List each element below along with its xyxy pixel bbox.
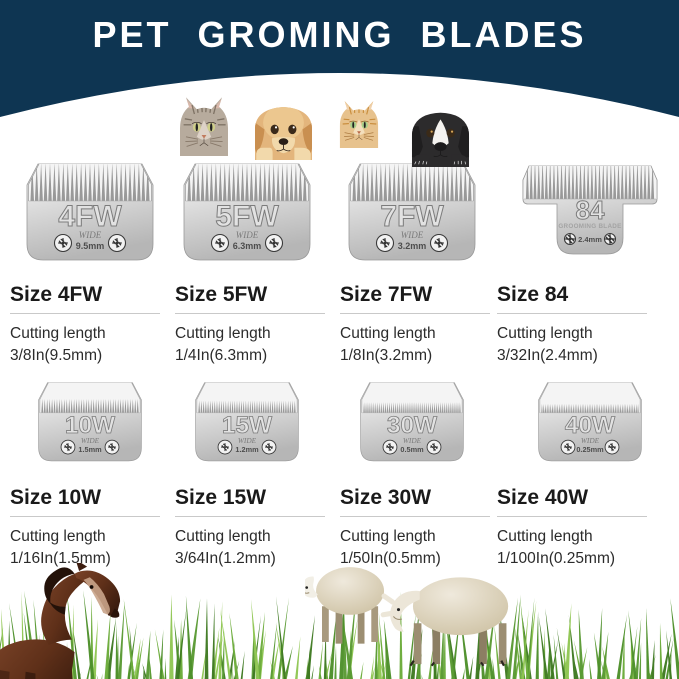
svg-text:1.5mm: 1.5mm (78, 445, 102, 454)
svg-text:4FW: 4FW (58, 200, 122, 233)
svg-text:5FW: 5FW (215, 200, 279, 233)
svg-text:WIDE: WIDE (79, 230, 102, 240)
svg-text:3.2mm: 3.2mm (398, 241, 427, 251)
svg-text:6.3mm: 6.3mm (233, 241, 262, 251)
svg-text:0.25mm: 0.25mm (576, 445, 604, 454)
svg-text:2.4mm: 2.4mm (578, 235, 602, 244)
svg-text:WIDE: WIDE (238, 436, 257, 445)
svg-text:WIDE: WIDE (581, 436, 600, 445)
svg-text:WIDE: WIDE (401, 230, 424, 240)
svg-text:0.5mm: 0.5mm (400, 445, 424, 454)
svg-text:WIDE: WIDE (403, 436, 422, 445)
svg-text:WIDE: WIDE (81, 436, 100, 445)
svg-text:7FW: 7FW (380, 200, 444, 233)
svg-text:9.5mm: 9.5mm (76, 241, 105, 251)
svg-text:84: 84 (576, 195, 605, 225)
svg-text:30W: 30W (387, 412, 438, 439)
svg-text:1.2mm: 1.2mm (235, 445, 259, 454)
svg-text:15W: 15W (222, 412, 273, 439)
svg-text:WIDE: WIDE (236, 230, 259, 240)
svg-text:10W: 10W (65, 412, 116, 439)
svg-text:GROOMING BLADE: GROOMING BLADE (558, 223, 621, 230)
svg-text:40W: 40W (565, 412, 616, 439)
